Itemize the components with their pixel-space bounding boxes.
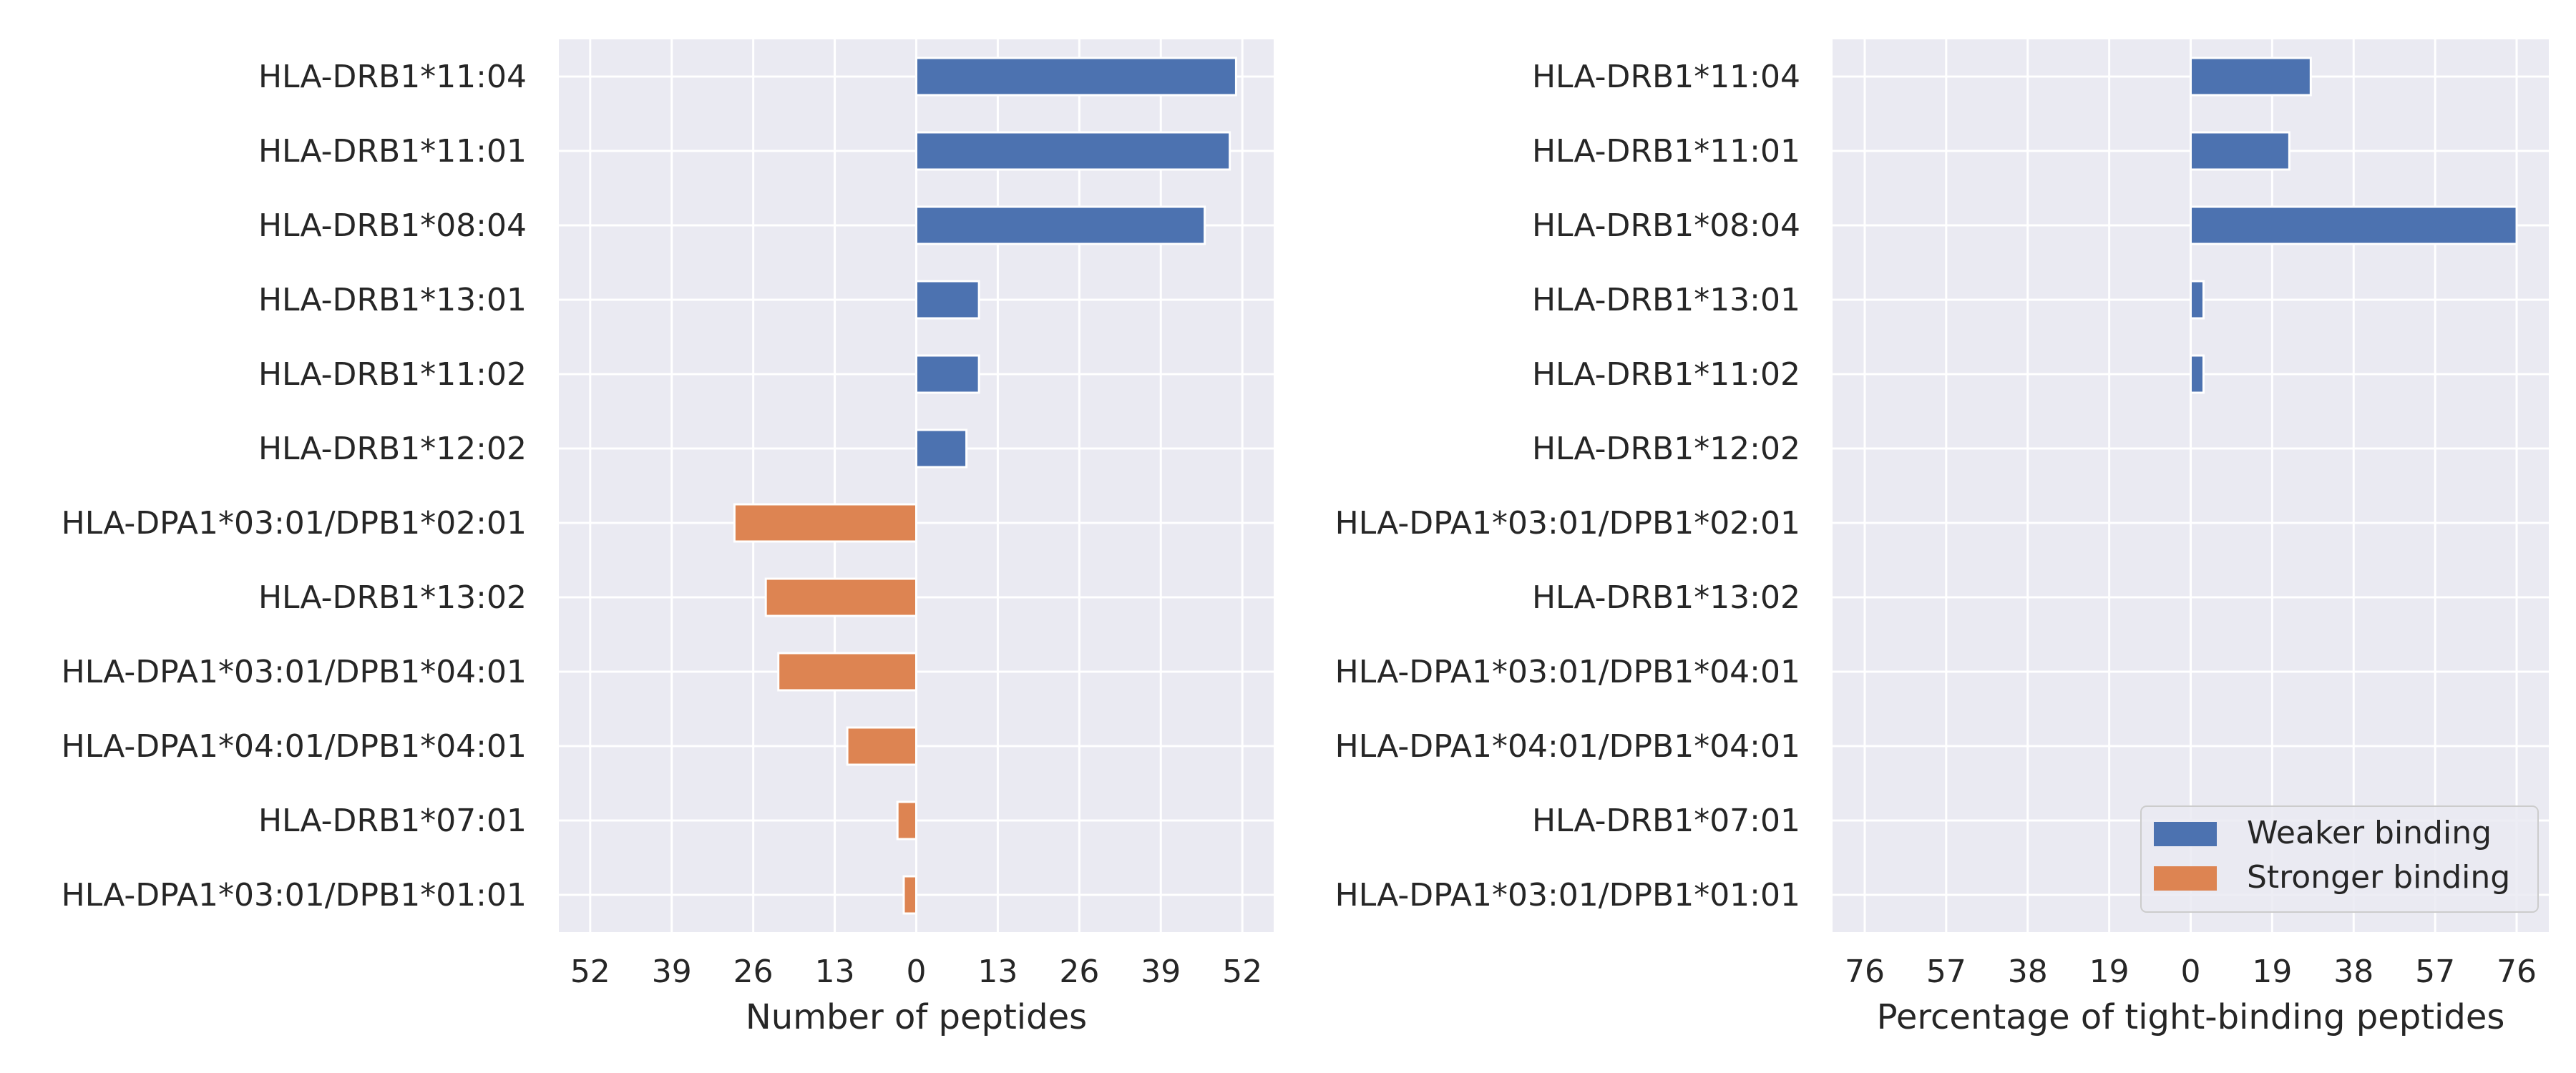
y-tick-label: HLA-DRB1*07:01 [258,803,527,839]
x-tick-label: 0 [907,954,927,990]
y-tick-label: HLA-DRB1*13:01 [1532,282,1800,318]
x-tick-label: 19 [2252,954,2292,990]
y-tick-label: HLA-DPA1*03:01/DPB1*01:01 [1335,877,1800,913]
bar [764,577,917,617]
bar [2190,354,2205,394]
x-tick-label: 13 [815,954,855,990]
x-tick-label: 38 [2008,954,2048,990]
y-tick-label: HLA-DPA1*03:01/DPB1*04:01 [1335,654,1800,690]
x-tick-label: 38 [2333,954,2373,990]
x-tick-label: 26 [1059,954,1099,990]
bar [733,503,917,543]
y-tick-label: HLA-DRB1*12:02 [1532,431,1800,467]
bar [915,205,1206,245]
x-tick-label: 76 [2497,954,2537,990]
x-tick-label: 39 [1141,954,1181,990]
legend-label: Stronger binding [2247,859,2510,896]
y-tick-label: HLA-DRB1*08:04 [258,207,527,244]
y-tick-label: HLA-DRB1*11:01 [1532,133,1800,170]
x-axis-title: Percentage of tight-binding peptides [1877,997,2505,1037]
x-tick-label: 57 [2415,954,2455,990]
legend-box [2140,805,2539,913]
y-tick-label: HLA-DRB1*13:02 [1532,579,1800,616]
chart-peptide-counts: 52 39 26 13 0 13 26 39 52 HLA-DRB1*11:04 HLA-DRB1*… [62,39,1274,1037]
x-tick-label: 0 [2181,954,2201,990]
bar [915,354,980,394]
x-tick-label: 57 [1926,954,1966,990]
legend-swatch [2154,866,2217,891]
x-tick-label: 13 [977,954,1018,990]
y-tick-label: HLA-DRB1*11:04 [258,59,527,95]
y-tick-label: HLA-DRB1*11:01 [258,133,527,170]
x-tick-label: 19 [2089,954,2129,990]
bar [896,800,918,841]
x-tick-label: 39 [652,954,692,990]
y-tick-label: HLA-DPA1*03:01/DPB1*02:01 [62,505,527,542]
bar [915,131,1231,171]
bar [2190,131,2290,171]
y-tick-label: HLA-DRB1*11:04 [1532,59,1800,95]
x-tick-label: 52 [1222,954,1262,990]
y-tick-label: HLA-DRB1*11:02 [258,356,527,393]
x-axis-title: Number of peptides [746,997,1087,1037]
legend-swatch [2154,822,2217,846]
x-tick-label: 26 [733,954,774,990]
bar [915,428,968,469]
y-tick-label: HLA-DRB1*07:01 [1532,803,1800,839]
y-tick-label: HLA-DPA1*03:01/DPB1*04:01 [62,654,527,690]
legend: Weaker binding Stronger binding [2140,805,2539,913]
bar [846,726,917,766]
bar [777,652,918,692]
y-tick-label: HLA-DRB1*12:02 [258,431,527,467]
y-tick-label: HLA-DRB1*13:01 [258,282,527,318]
x-tick-label: 52 [570,954,610,990]
y-tick-label: HLA-DRB1*11:02 [1532,356,1800,393]
legend-label: Weaker binding [2247,815,2492,851]
bar [915,280,980,320]
y-tick-label: HLA-DPA1*04:01/DPB1*04:01 [62,728,527,765]
y-tick-label: HLA-DRB1*13:02 [258,579,527,616]
chart-tight-binding-percentage: 76 57 38 19 0 19 38 57 76 HLA-DRB1*11:04 HLA-DRB1*… [1335,39,2549,1037]
bar [902,875,917,915]
bar [2190,280,2205,320]
bar [2190,57,2312,97]
y-tick-label: HLA-DRB1*08:04 [1532,207,1800,244]
bar [915,57,1237,97]
bar [2190,205,2518,245]
y-tick-label: HLA-DPA1*03:01/DPB1*02:01 [1335,505,1800,542]
x-tick-label: 76 [1845,954,1885,990]
y-tick-label: HLA-DPA1*04:01/DPB1*04:01 [1335,728,1800,765]
y-tick-label: HLA-DPA1*03:01/DPB1*01:01 [62,877,527,913]
